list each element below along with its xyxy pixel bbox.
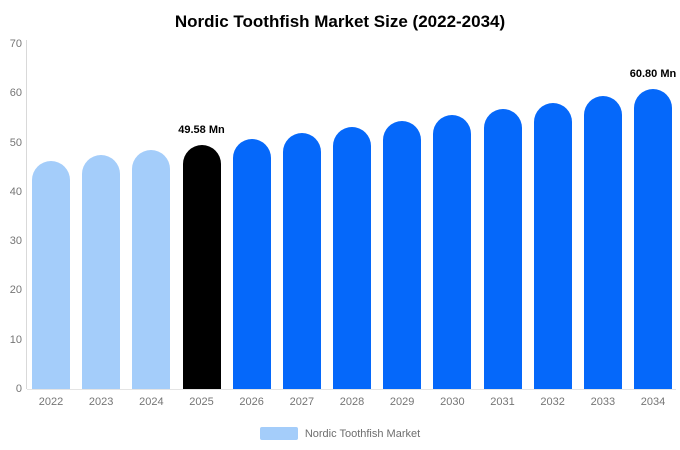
x-axis-label-2029: 2029	[389, 396, 415, 408]
bar-2024[interactable]	[132, 150, 171, 389]
x-axis-label-2031: 2031	[490, 396, 515, 408]
bar-2030[interactable]	[433, 115, 472, 389]
y-tick-label: 50	[9, 136, 22, 149]
legend-label: Nordic Toothfish Market	[304, 427, 421, 440]
bar-value-label-2034: 60.80 Mn	[629, 68, 677, 81]
y-tick-label: 60	[9, 87, 22, 100]
x-axis-label-2022: 2022	[38, 396, 64, 408]
bar-2031[interactable]	[483, 109, 522, 389]
x-axis-label-2024: 2024	[139, 396, 164, 408]
x-axis-baseline	[27, 389, 676, 390]
bar-2023[interactable]	[82, 155, 121, 389]
x-axis-label-2025: 2025	[189, 396, 214, 408]
bar-2028[interactable]	[333, 127, 371, 389]
bar-2029[interactable]	[383, 121, 422, 389]
y-tick-label: 10	[9, 333, 22, 346]
x-axis-label-2034: 2034	[640, 396, 666, 408]
x-axis-label-2026: 2026	[239, 396, 264, 408]
bar-2034[interactable]	[634, 89, 672, 389]
bar-2025[interactable]	[182, 144, 221, 389]
bar-2032[interactable]	[533, 102, 572, 389]
y-tick-label: 30	[9, 235, 22, 248]
x-axis-label-2030: 2030	[440, 396, 465, 408]
y-tick-label: 0	[15, 383, 22, 395]
x-axis-label-2027: 2027	[289, 396, 315, 408]
x-axis-label-2028: 2028	[339, 396, 365, 408]
y-tick-label: 70	[9, 38, 22, 50]
legend[interactable]: Nordic Toothfish Market	[0, 427, 680, 440]
y-tick-label: 20	[9, 284, 22, 297]
bar-value-label-2025: 49.58 Mn	[178, 123, 225, 136]
x-axis-label-2032: 2032	[540, 396, 565, 408]
bar-2027[interactable]	[282, 133, 321, 389]
legend-swatch-icon	[259, 427, 298, 440]
bar-2022[interactable]	[32, 160, 70, 389]
y-tick-label: 40	[9, 185, 22, 198]
bar-2033[interactable]	[583, 96, 622, 389]
bar-2026[interactable]	[232, 139, 271, 389]
y-axis-line	[26, 40, 27, 389]
x-axis-label-2023: 2023	[88, 396, 114, 408]
chart-title: Nordic Toothfish Market Size (2022-2034)	[174, 12, 506, 31]
x-axis-label-2033: 2033	[590, 396, 616, 408]
